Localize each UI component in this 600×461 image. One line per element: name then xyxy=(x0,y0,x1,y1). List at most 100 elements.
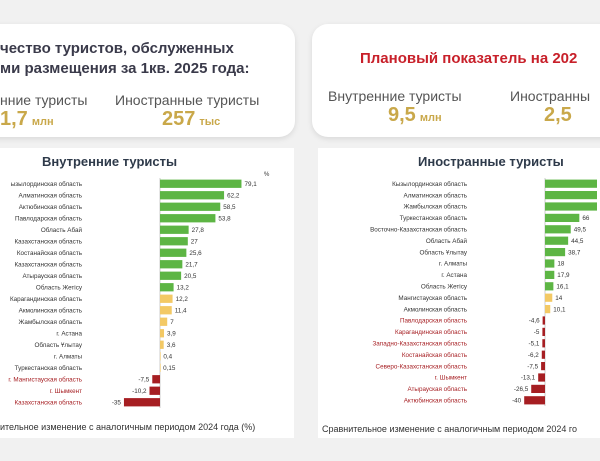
value-label: -5,1 xyxy=(528,341,539,348)
category-label: Актюбинская область xyxy=(19,203,83,211)
category-label: Павлодарская область xyxy=(400,317,468,325)
value-label: 11,4 xyxy=(175,307,187,314)
value-label: 27,8 xyxy=(192,227,205,234)
category-label: г. Астана xyxy=(441,272,467,279)
summary-card: чество туристов, обслуженных ми размещен… xyxy=(0,24,295,137)
value-label: -13,1 xyxy=(521,375,536,382)
category-label: Алматинская область xyxy=(404,191,468,199)
domestic-chart: % ызылординская область 79,1 Алматинская об… xyxy=(8,172,270,408)
category-label: Туркестанская область xyxy=(400,214,468,222)
bar-9 xyxy=(545,270,555,280)
bar-3 xyxy=(545,202,597,211)
category-label: Область Ұлытау xyxy=(34,341,82,349)
bar-5 xyxy=(160,225,189,234)
category-label: Карагандинская область xyxy=(10,295,83,303)
domestic-chart-title: Внутренние туристы xyxy=(42,154,178,169)
category-label: Акмолинская область xyxy=(404,305,468,313)
bar-2 xyxy=(545,190,597,200)
value-label: 10,1 xyxy=(553,306,566,313)
category-label: Атырауская область xyxy=(22,272,82,280)
bar-20 xyxy=(123,398,160,407)
category-label: Костанайская область xyxy=(17,249,83,257)
category-label: г. Шымкент xyxy=(50,388,82,395)
value-label: -35 xyxy=(112,399,122,406)
bar-4 xyxy=(545,213,580,223)
category-label: Актюбинская область xyxy=(404,397,468,405)
category-label: Область Ұлытау xyxy=(419,248,467,256)
domestic-chart-footnote: ительное изменение с аналогичным периодо… xyxy=(0,422,256,432)
bar-17 xyxy=(160,363,161,372)
category-label: Атырауская область xyxy=(407,385,467,393)
bar-7 xyxy=(160,248,187,257)
plan-title: Плановый показатель на 202 xyxy=(360,50,578,67)
category-label: Восточно-Казахстанская область xyxy=(370,226,468,234)
category-label: Западно-Казахстанская область xyxy=(373,340,468,348)
bar-14 xyxy=(542,327,545,337)
value-label: 27 xyxy=(191,238,199,245)
category-label: Область Жетісу xyxy=(421,283,468,291)
domestic-value: 1,7 млн xyxy=(0,108,54,131)
value-label: -4,6 xyxy=(529,318,540,325)
category-label: г. Мангистауская область xyxy=(8,375,82,383)
bar-8 xyxy=(160,260,183,269)
domestic-label: нние туристы xyxy=(0,92,88,108)
category-label: Костанайская область xyxy=(402,351,468,359)
foreign-chart: Кызылординская область Алматинская област… xyxy=(370,178,597,406)
summary-title-line2: ми размещения за 1кв. 2025 года: xyxy=(0,60,250,77)
foreign-chart-footnote: Сравнительное изменение с аналогичным пе… xyxy=(322,424,578,434)
domestic-chart-panel: Внутренние туристы ительное изменение с … xyxy=(0,148,294,438)
bar-3 xyxy=(160,202,221,211)
foreign-chart-title: Иностранные туристы xyxy=(418,154,564,169)
value-label: -7,5 xyxy=(138,376,149,383)
bar-13 xyxy=(542,316,545,325)
value-label: 18 xyxy=(557,261,565,268)
category-label: Павлодарская область xyxy=(15,214,83,222)
value-label: 13,2 xyxy=(177,284,190,291)
bar-18 xyxy=(538,373,545,382)
plan-domestic-unit: млн xyxy=(419,112,442,124)
bar-12 xyxy=(160,306,172,315)
domestic-unit: млн xyxy=(31,116,54,128)
value-label: 7 xyxy=(170,319,174,326)
bar-9 xyxy=(160,271,182,280)
category-label: Область Жетісу xyxy=(36,283,83,291)
value-label: -26,5 xyxy=(514,386,529,393)
category-label: ызылординская область xyxy=(11,180,83,188)
bar-7 xyxy=(545,247,566,257)
category-label: Северо-Казахстанская область xyxy=(376,362,468,370)
category-label: Мангистауская область xyxy=(398,294,467,302)
bar-12 xyxy=(545,304,551,314)
value-label: -6,2 xyxy=(528,352,539,359)
bar-6 xyxy=(545,236,569,245)
bar-17 xyxy=(541,361,545,371)
foreign-chart-panel: Иностранные туристы Сравнительное измене… xyxy=(318,148,600,438)
category-label: Карагандинская область xyxy=(395,328,468,336)
category-label: Алматинская область xyxy=(19,191,83,199)
category-label: Казахстанская область xyxy=(14,237,82,245)
value-label: 53,8 xyxy=(218,215,231,222)
foreign-value: 257 тыс xyxy=(162,108,220,131)
bar-11 xyxy=(545,293,553,302)
bar-2 xyxy=(160,191,225,200)
value-label: -5 xyxy=(534,329,540,336)
value-label: -40 xyxy=(512,398,522,405)
value-label: 21,7 xyxy=(185,261,198,268)
category-label: Область Абай xyxy=(41,226,83,234)
category-label: Акмолинская область xyxy=(19,306,83,314)
value-label: -7,5 xyxy=(527,363,538,370)
summary-title-line1: чество туристов, обслуженных xyxy=(0,40,234,57)
category-label: Область Абай xyxy=(426,237,468,245)
bar-1 xyxy=(545,179,597,188)
bar-5 xyxy=(545,225,571,234)
plan-domestic-label: Внутренние туристы xyxy=(328,88,462,104)
value-label: 3,6 xyxy=(167,342,176,349)
value-label: 49,5 xyxy=(574,227,587,234)
value-label: 66 xyxy=(582,215,590,222)
value-label: 58,5 xyxy=(223,204,236,211)
plan-foreign-value: 2,5 xyxy=(544,104,572,126)
bar-19 xyxy=(531,384,545,394)
category-label: г. Шымкент xyxy=(435,375,467,382)
value-label: 14 xyxy=(555,295,563,302)
category-label: Кызылординская область xyxy=(392,180,468,188)
category-label: Казахстанская область xyxy=(14,398,82,406)
